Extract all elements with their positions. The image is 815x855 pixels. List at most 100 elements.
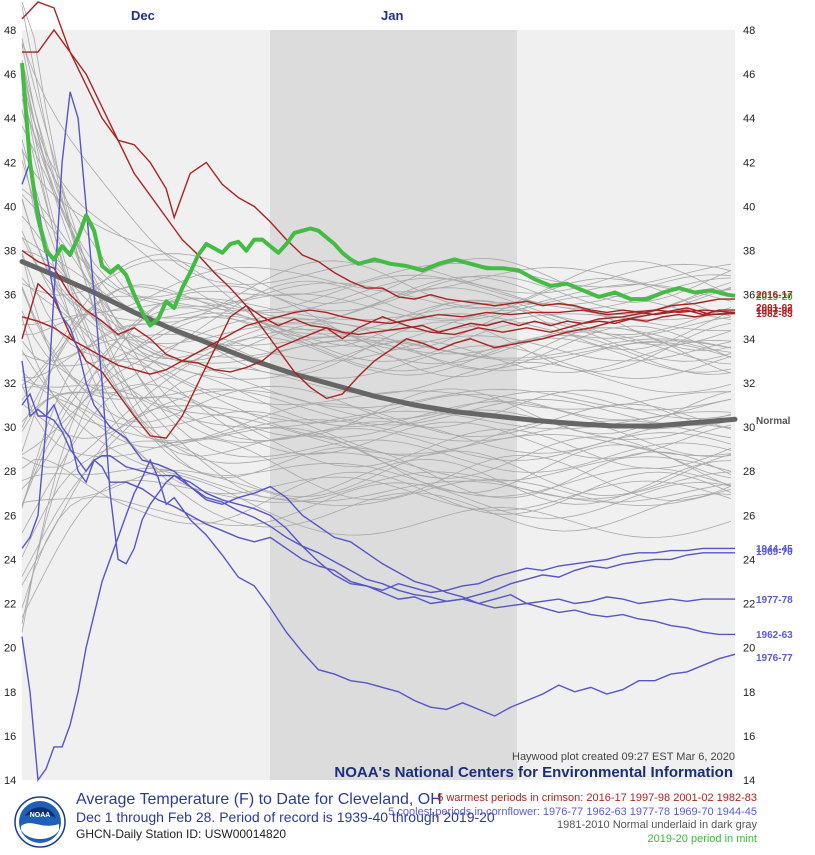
historical-line [21,350,732,442]
historical-line [21,286,732,428]
station-id: GHCN-Daily Station ID: USW00014820 [76,827,287,841]
chart-title: Average Temperature (F) to Date for Clev… [76,791,442,808]
historical-line [21,313,732,456]
normal-series [19,259,738,429]
y-tick-right: 28 [743,466,755,478]
y-tick-right: 16 [743,731,755,743]
historical-line [21,277,732,505]
historical-line [21,277,732,428]
historical-line [21,1,732,494]
historical-line [21,288,732,469]
warm-series [21,309,736,375]
historical-line [21,259,732,312]
y-tick-right: 34 [743,334,755,346]
normal-end-label: Normal [756,416,791,427]
cool-series [21,360,735,603]
y-tick-right: 14 [743,775,755,786]
historical-line [21,67,732,473]
ncei-banner: NOAA's National Centers for Environmenta… [334,764,733,781]
y-tick-right: 46 [743,69,755,81]
y-tick-left: 26 [4,510,16,522]
y-tick-left: 20 [4,643,16,655]
y-tick-left: 30 [4,422,16,434]
month-label-dec: Dec [131,8,155,23]
y-tick-right: 40 [743,202,755,214]
credit-line: Haywood plot created 09:27 EST Mar 6, 20… [512,751,735,763]
y-axis-left: 14 16 18 20 22 24 26 28 30 32 34 36 38 40 42 44 46 48 [4,25,16,786]
warm-series [21,1,736,400]
current-season-line [20,62,736,328]
normal-line [19,259,738,429]
historical-line [21,125,732,370]
legend-cool: 5 coolest periods in cornflower: 1976-77… [388,805,757,818]
historical-line [21,149,732,351]
y-tick-left: 36 [4,290,16,302]
historical-line [21,93,732,454]
y-tick-left: 32 [4,378,16,390]
historical-line [21,42,732,294]
historical-line [21,384,732,502]
legend-normal: 1981-2010 Normal underlaid in dark gray [557,819,757,831]
warm-series [21,282,735,439]
legend: 5 warmest periods in crimson: 2016-17 19… [388,792,757,846]
y-tick-left: 22 [4,599,16,611]
y-tick-left: 24 [4,554,16,566]
y-tick-left: 18 [4,687,16,699]
warm-period-lines [21,1,736,439]
warm-series [22,28,735,316]
historical-year-lines [21,1,732,633]
historical-line [21,250,732,361]
cool-series [21,458,736,782]
historical-line [21,215,732,322]
y-tick-left: 16 [4,731,16,743]
historical-line [21,323,732,362]
y-tick-left: 40 [4,202,16,214]
historical-line [21,383,732,534]
y-tick-right: 26 [743,510,755,522]
cool-end-label: 1977-78 [756,595,793,606]
y-axis-right: 14 16 18 20 22 24 26 28 30 32 34 36 38 40 42 44 46 48 [743,25,755,786]
y-tick-left: 42 [4,157,16,169]
noaa-logo-icon: NOAA [14,796,66,848]
cool-series [21,159,735,605]
historical-line [21,253,732,386]
historical-line [21,440,732,558]
historical-line [21,83,732,479]
historical-line [21,160,732,511]
historical-line [21,468,732,503]
legend-warm: 5 warmest periods in crimson: 2016-17 19… [437,792,757,804]
historical-line [21,482,732,609]
y-tick-left: 44 [4,113,16,125]
historical-line [21,339,732,506]
y-tick-right: 18 [743,687,755,699]
chart-subtitle: Dec 1 through Feb 28. Period of record i… [76,809,495,825]
warm-end-label: 2016-17 [756,290,793,301]
historical-line [21,148,732,456]
historical-line [21,80,732,339]
historical-line [21,38,732,462]
historical-line [21,274,732,452]
y-tick-right: 36 [743,290,755,302]
historical-line [21,194,732,371]
feb-band [517,30,735,780]
warm-end-label: 1982-83 [756,309,793,320]
historical-line [21,370,732,532]
y-tick-right: 20 [743,643,755,655]
current-series [20,62,736,328]
historical-line [21,266,732,325]
cool-end-label: 1962-63 [756,630,793,641]
y-tick-right: 24 [743,554,755,566]
y-tick-left: 34 [4,334,16,346]
y-tick-left: 14 [4,775,16,786]
y-tick-right: 48 [743,25,755,37]
historical-line [21,386,732,449]
title-block: Average Temperature (F) to Date for Clev… [76,791,496,842]
historical-line [21,6,732,499]
y-tick-right: 22 [743,599,755,611]
historical-line [21,317,732,538]
warm-end-label: 2001-02 [756,303,793,314]
cool-series [21,91,735,594]
y-tick-left: 48 [4,25,16,37]
historical-line [21,109,732,482]
